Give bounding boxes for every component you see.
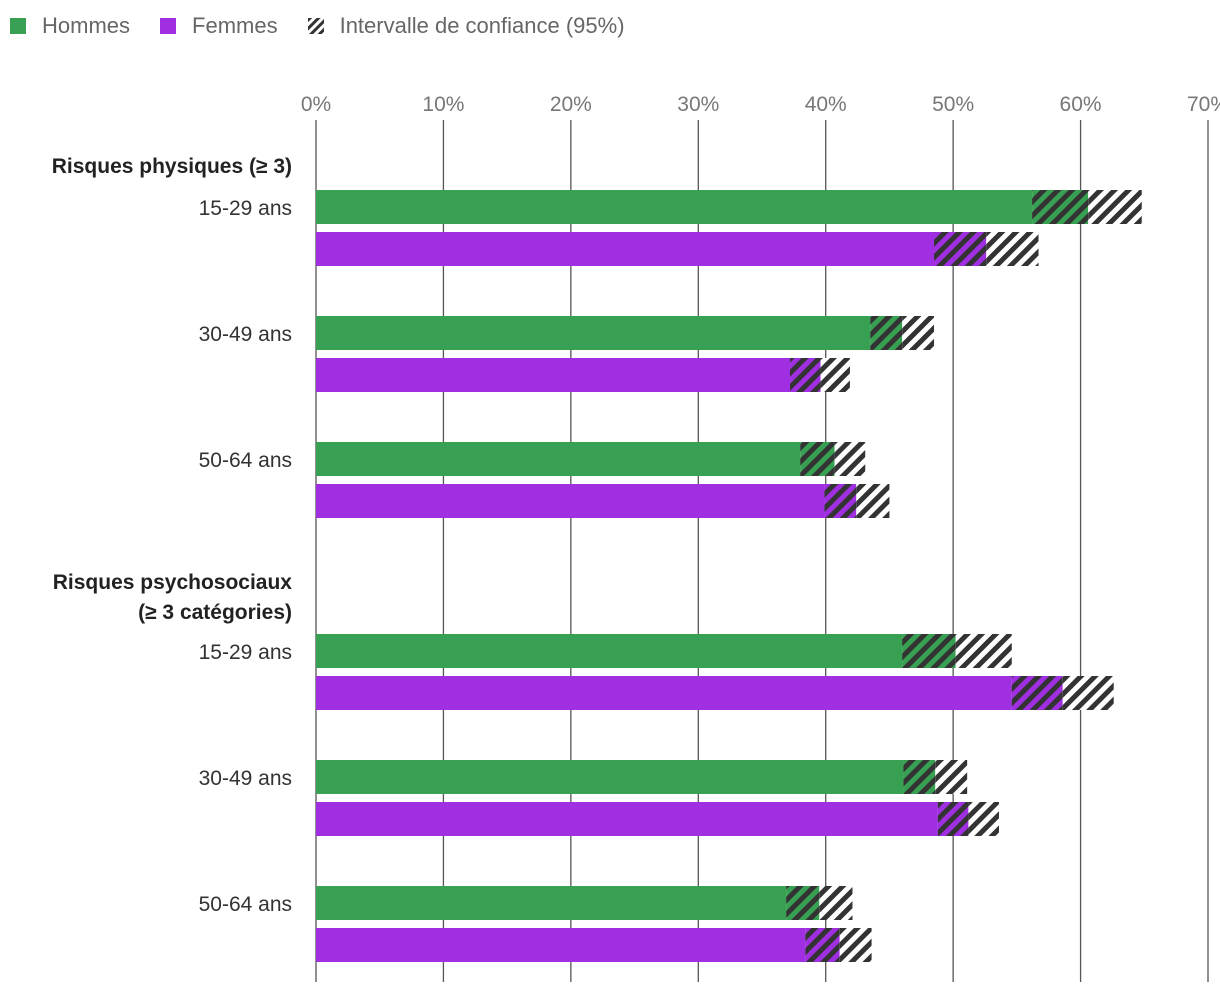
grid-lines: 0% 10% 20% 30% 40% 50% 60% 70%	[301, 93, 1220, 982]
ci-upper-hatch-men	[935, 760, 968, 794]
legend-label-ci: Intervalle de confiance (95%)	[339, 13, 625, 38]
ci-lower-hatch-men	[800, 442, 835, 476]
bar-women	[316, 484, 825, 518]
ci-lower-hatch-men	[902, 634, 956, 668]
age-category-label: 50-64 ans	[199, 893, 292, 916]
ci-lower-hatch-women	[790, 358, 821, 392]
ci-lower-hatch-men	[786, 886, 820, 920]
x-tick-label: 50%	[932, 93, 974, 116]
ci-upper-hatch-women	[856, 484, 890, 518]
ci-upper-hatch-men	[955, 634, 1012, 668]
x-tick-label: 0%	[301, 93, 331, 116]
ci-lower-hatch-men	[1032, 190, 1089, 224]
ci-upper-hatch-men	[902, 316, 935, 350]
group-label: Risques physiques (≥ 3)	[52, 155, 292, 178]
ci-upper-hatch-men	[819, 886, 853, 920]
chart-legend: Hommes Femmes Intervalle de confiance (9…	[10, 10, 655, 42]
bar-men	[316, 634, 903, 668]
bars	[316, 190, 1142, 962]
legend-item-ci: Intervalle de confiance (95%)	[307, 13, 625, 39]
category-labels: Risques physiques (≥ 3) 15-29 ans 30-49 an…	[52, 155, 293, 916]
x-tick-label: 10%	[422, 93, 464, 116]
ci-lower-hatch-men	[870, 316, 903, 350]
ci-lower-hatch-women	[937, 802, 969, 836]
ci-upper-hatch-women	[839, 928, 872, 962]
legend-item-men: Hommes	[10, 13, 130, 39]
x-tick-label: 30%	[677, 93, 719, 116]
ci-lower-hatch-women	[805, 928, 840, 962]
bar-women	[316, 232, 935, 266]
ci-upper-hatch-women	[820, 358, 850, 392]
ci-upper-hatch-women	[986, 232, 1039, 266]
group-label: Risques psychosociaux	[53, 571, 293, 594]
x-tick-label: 40%	[805, 93, 847, 116]
ci-upper-hatch-men	[1088, 190, 1142, 224]
legend-swatch-men	[10, 18, 26, 34]
age-category-label: 30-49 ans	[199, 767, 292, 790]
bar-men	[316, 760, 904, 794]
legend-item-women: Femmes	[160, 13, 278, 39]
ci-lower-hatch-women	[934, 232, 987, 266]
x-tick-label: 60%	[1060, 93, 1102, 116]
legend-swatch-ci	[307, 18, 324, 34]
x-tick-label: 70%	[1187, 93, 1220, 116]
ci-upper-hatch-men	[834, 442, 866, 476]
ci-lower-hatch-men	[903, 760, 936, 794]
bar-men	[316, 190, 1033, 224]
bar-men	[316, 442, 801, 476]
x-tick-label: 20%	[550, 93, 592, 116]
bar-women	[316, 358, 791, 392]
age-category-label: 50-64 ans	[199, 449, 292, 472]
group-label: (≥ 3 catégories)	[138, 601, 292, 624]
legend-swatch-women	[160, 18, 177, 34]
ci-upper-hatch-women	[1062, 676, 1114, 710]
age-category-label: 15-29 ans	[199, 197, 292, 220]
bar-men	[316, 886, 787, 920]
bar-men	[316, 316, 871, 350]
age-category-label: 30-49 ans	[199, 323, 292, 346]
legend-label-women: Femmes	[192, 13, 278, 38]
bar-women	[316, 802, 938, 836]
ci-upper-hatch-women	[968, 802, 1000, 836]
legend-label-men: Hommes	[42, 13, 131, 38]
bar-women	[316, 676, 1012, 710]
age-category-label: 15-29 ans	[199, 641, 292, 664]
ci-lower-hatch-women	[824, 484, 857, 518]
ci-lower-hatch-women	[1011, 676, 1063, 710]
bar-women	[316, 928, 806, 962]
